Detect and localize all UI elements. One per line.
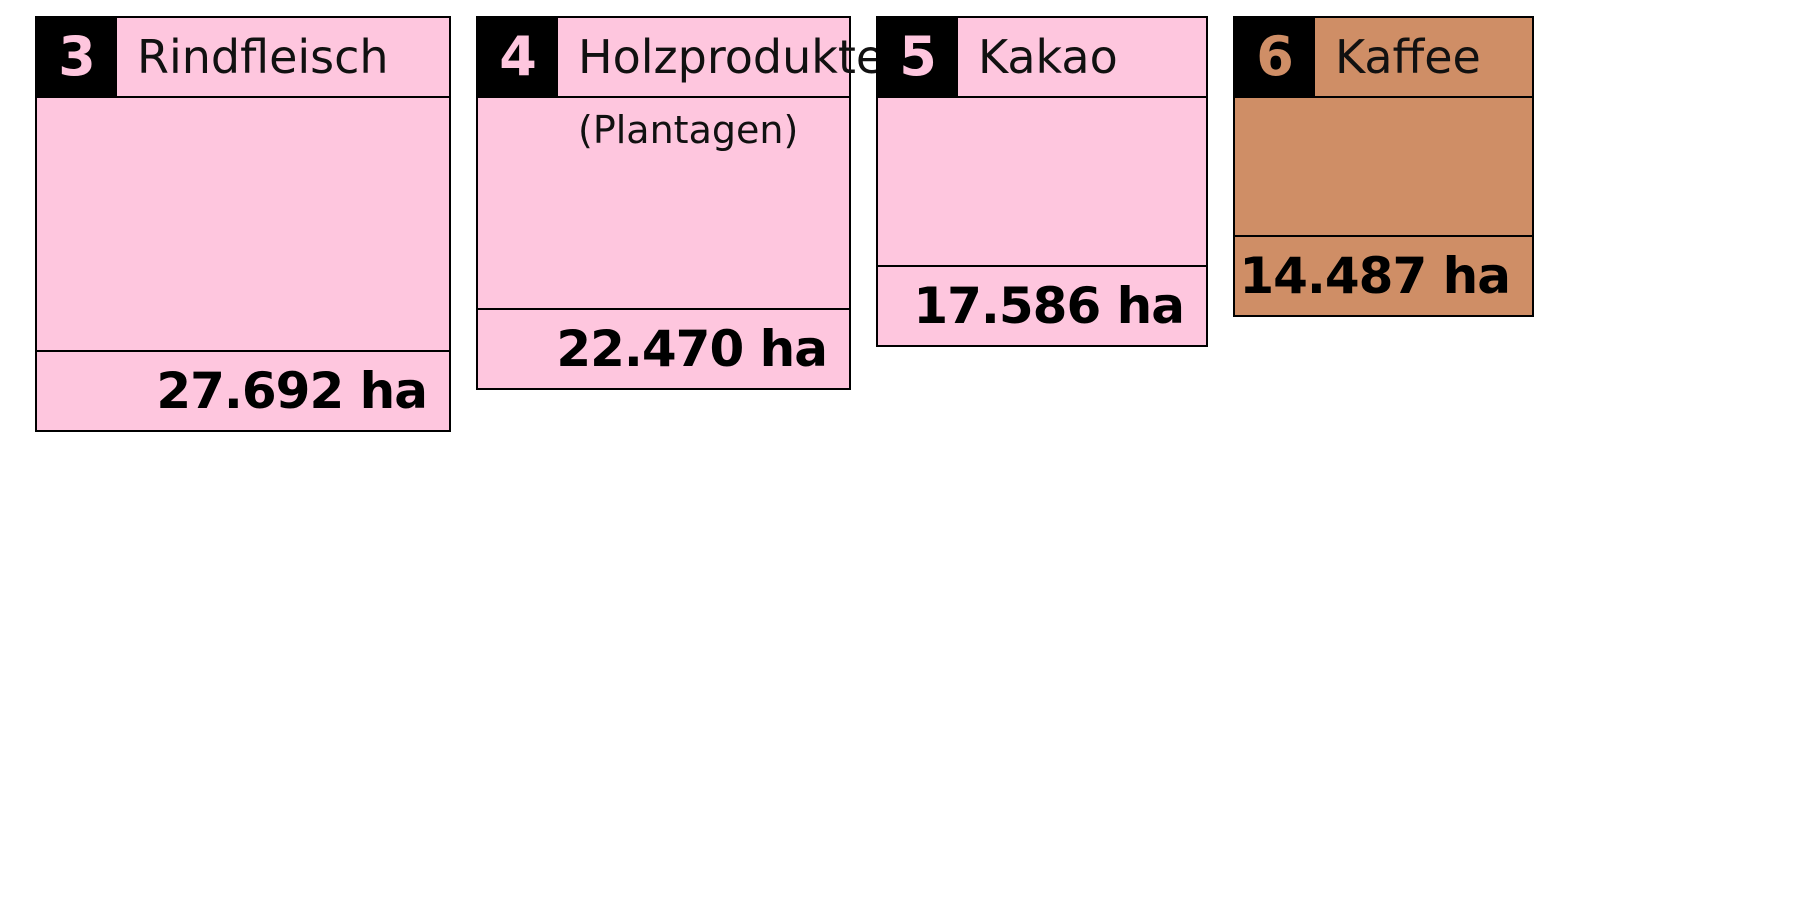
- card-footer: 17.586 ha: [878, 265, 1206, 345]
- rank-number: 6: [1235, 18, 1315, 96]
- card-header: 6 Kaffee: [1235, 18, 1532, 98]
- category-card: 6 Kaffee 14.487 ha: [1233, 16, 1534, 317]
- value-label: 17.586 ha: [913, 277, 1185, 335]
- card-header: 5 Kakao: [878, 18, 1206, 98]
- rank-number: 5: [878, 18, 958, 96]
- category-card: 5 Kakao 17.586 ha: [876, 16, 1208, 347]
- value-label: 22.470 ha: [556, 320, 828, 378]
- category-label: Kaffee: [1335, 30, 1481, 84]
- card-header: 4 Holzprodukte: [478, 18, 884, 98]
- category-sublabel: (Plantagen): [578, 108, 799, 152]
- category-card: 4 Holzprodukte (Plantagen) 22.470 ha: [476, 16, 884, 390]
- category-label: Rindfleisch: [137, 30, 389, 84]
- category-label: Holzprodukte: [578, 30, 885, 84]
- rank-number: 4: [478, 18, 558, 96]
- card-footer: 22.470 ha: [478, 308, 849, 388]
- card-footer: 14.487 ha: [1235, 235, 1532, 315]
- category-card: 3 Rindfleisch 27.692 ha: [35, 16, 451, 432]
- category-label: Kakao: [978, 30, 1118, 84]
- value-label: 14.487 ha: [1239, 247, 1511, 305]
- card-footer: 27.692 ha: [37, 350, 449, 430]
- card-header: 3 Rindfleisch: [37, 18, 449, 98]
- value-label: 27.692 ha: [156, 362, 428, 420]
- rank-number: 3: [37, 18, 117, 96]
